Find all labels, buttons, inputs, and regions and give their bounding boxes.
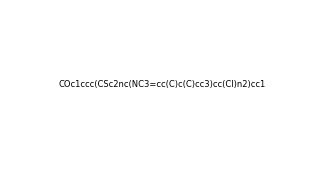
Text: COc1ccc(CSc2nc(NC3=cc(C)c(C)cc3)cc(Cl)n2)cc1: COc1ccc(CSc2nc(NC3=cc(C)c(C)cc3)cc(Cl)n2… [58, 80, 266, 89]
